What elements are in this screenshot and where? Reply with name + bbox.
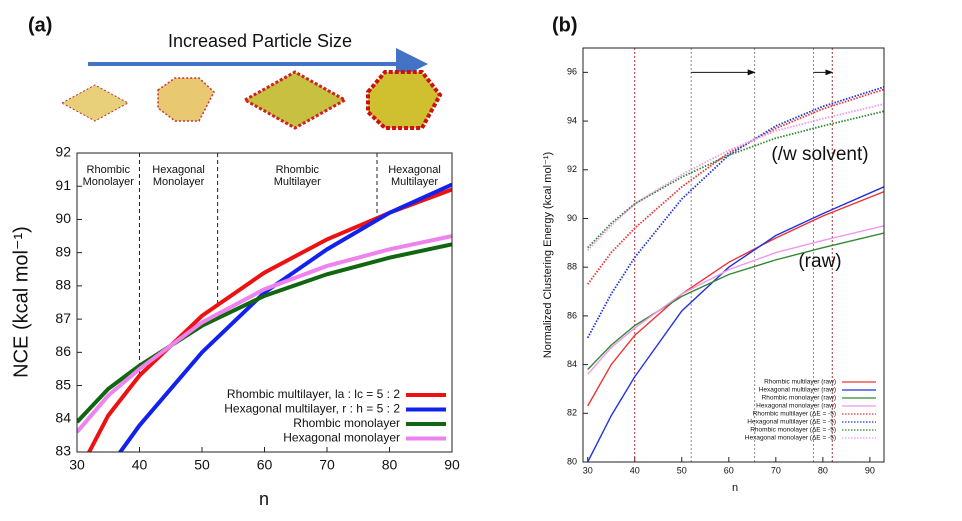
x-tick-label: 30	[583, 465, 593, 475]
x-tick-label: 40	[132, 457, 148, 473]
plot-frame	[76, 152, 453, 453]
series-line	[587, 225, 884, 375]
region-label: Monolayer	[153, 176, 205, 188]
y-tick-label: 83	[55, 443, 71, 459]
region-label: Rhombic	[276, 164, 320, 176]
x-tick-label: 40	[630, 465, 640, 475]
series-line	[586, 88, 884, 285]
region-label: Rhombic	[87, 164, 131, 176]
y-tick-label: 94	[567, 115, 577, 125]
series-group	[586, 86, 884, 462]
series-line	[587, 103, 884, 251]
plot-frame	[582, 47, 885, 463]
x-tick-label: 90	[865, 465, 875, 475]
y-tick-label: 88	[567, 262, 577, 272]
series-line	[587, 110, 884, 249]
legend-label: Hexagonal multilayer, r : h = 5 : 2	[224, 402, 400, 416]
y-tick-label: 92	[55, 144, 71, 160]
legend-label: Hexagonal monolayer (raw)	[756, 403, 836, 410]
legend-label: Rhombic monolayer (raw)	[762, 395, 836, 402]
y-tick-label: 86	[567, 310, 577, 320]
legend-label: Hexagonal monolayer (ΔE = -5)	[745, 435, 836, 442]
y-tick-label: 80	[567, 456, 577, 466]
panel-label: (a)	[28, 14, 52, 36]
panel-label: (b)	[552, 14, 578, 36]
x-tick-label: 70	[319, 457, 335, 473]
x-tick-label: 80	[818, 465, 828, 475]
series-group	[77, 182, 452, 452]
y-tick-label: 85	[55, 376, 71, 392]
x-axis-label: n	[259, 489, 269, 509]
series-line	[586, 86, 884, 339]
series-line	[587, 191, 884, 407]
y-axis-label: Normalized Clustering Energy (kcal mol⁻¹…	[542, 152, 554, 358]
particles	[60, 70, 443, 130]
x-tick-label: 90	[444, 457, 460, 473]
y-tick-label: 82	[567, 408, 577, 418]
annotation: (/w solvent)	[771, 144, 868, 165]
y-tick-label: 92	[567, 164, 577, 174]
legend-label: Rhombic multilayer, la : lc = 5 : 2	[227, 387, 400, 401]
y-tick-label: 96	[567, 67, 577, 77]
legend-label: Hexagonal multilayer (raw)	[759, 387, 836, 394]
legend-label: Rhombic monolayer (ΔE = -5)	[750, 427, 836, 434]
x-tick-label: 60	[724, 465, 734, 475]
y-tick-label: 90	[567, 213, 577, 223]
y-tick-label: 84	[55, 409, 71, 425]
legend-label: Hexagonal monolayer	[283, 431, 400, 445]
series-line	[117, 182, 452, 452]
region-label: Hexagonal	[152, 164, 205, 176]
header: Increased Particle Size	[168, 31, 352, 51]
region-label: Multilayer	[391, 176, 438, 188]
legend-label: Rhombic multilayer (raw)	[764, 379, 836, 386]
legend-label: Rhombic monolayer	[293, 416, 400, 430]
series-line	[587, 232, 884, 370]
x-axis-label: n	[732, 482, 738, 494]
y-tick-label: 89	[55, 243, 71, 259]
series-line	[77, 234, 452, 434]
y-tick-label: 91	[55, 177, 71, 193]
y-tick-label: 87	[55, 310, 71, 326]
annotation: (raw)	[798, 251, 841, 272]
y-tick-label: 90	[55, 210, 71, 226]
region-label: Hexagonal	[388, 164, 441, 176]
legend-label: Hexagonal multilayer (ΔE = -5)	[747, 419, 836, 426]
y-tick-label: 86	[55, 343, 71, 359]
x-tick-label: 80	[382, 457, 398, 473]
series-line	[587, 186, 884, 462]
y-tick-label: 88	[55, 277, 71, 293]
x-tick-label: 30	[69, 457, 85, 473]
legend-label: Rhombic multilayer (ΔE = -5)	[753, 411, 836, 418]
x-tick-label: 50	[194, 457, 210, 473]
x-tick-label: 50	[677, 465, 687, 475]
region-label: Monolayer	[83, 176, 135, 188]
y-tick-label: 84	[567, 359, 577, 369]
x-tick-label: 70	[771, 465, 781, 475]
series-line	[77, 242, 452, 424]
region-label: Multilayer	[274, 176, 321, 188]
y-axis-label: NCE (kcal mol⁻¹)	[10, 226, 32, 378]
x-tick-label: 60	[257, 457, 273, 473]
